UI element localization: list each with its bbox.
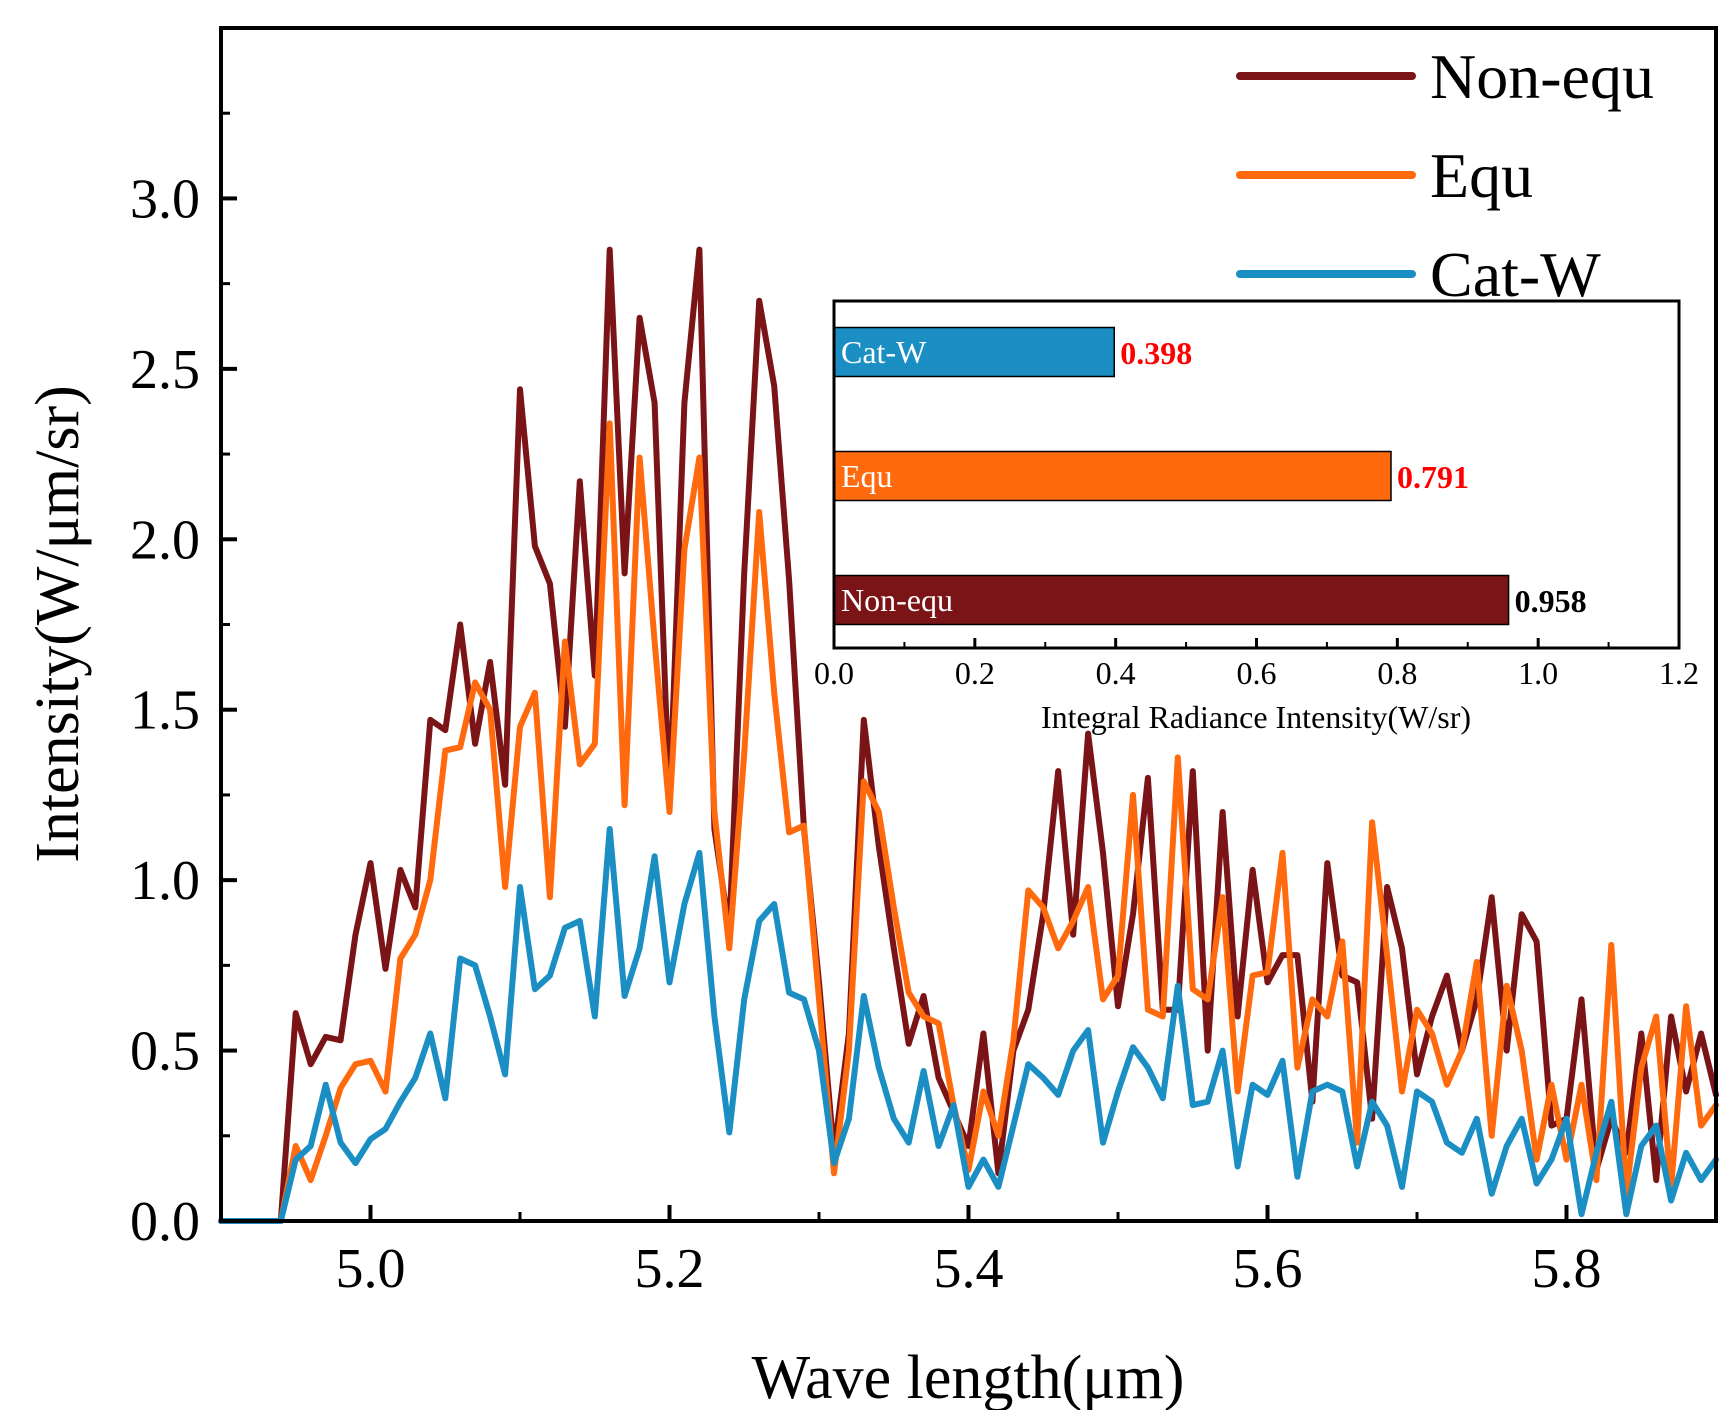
main-x-tick-label: 5.8 xyxy=(1532,1238,1602,1300)
inset-bar-category-non-equ: Non-equ xyxy=(841,582,953,618)
inset-bar-value-equ: 0.791 xyxy=(1397,459,1469,495)
inset-bar-category-cat-w: Cat-W xyxy=(841,334,927,370)
main-y-axis-label: Intensity(W/μm/sr) xyxy=(24,385,92,862)
inset-x-tick-label: 0.6 xyxy=(1237,655,1277,691)
main-y-tick-label: 2.5 xyxy=(130,339,200,401)
main-x-axis-label: Wave length(μm) xyxy=(752,1344,1185,1410)
main-x-tick-label: 5.0 xyxy=(336,1238,406,1300)
inset-bar-equ xyxy=(833,450,1392,502)
main-y-tick-label: 0.0 xyxy=(130,1191,200,1253)
series-line-equ xyxy=(218,420,1719,1224)
inset-bar-category-equ: Equ xyxy=(841,458,893,494)
legend-label-cat-w: Cat-W xyxy=(1430,239,1601,310)
main-x-tick-label: 5.4 xyxy=(934,1238,1004,1300)
main-series-lines xyxy=(218,246,1719,1224)
main-x-tick-label: 5.6 xyxy=(1233,1238,1303,1300)
main-y-tick-label: 1.0 xyxy=(130,850,200,912)
series-line-cat-w xyxy=(218,826,1719,1224)
inset-x-axis-label: Integral Radiance Intensity(W/sr) xyxy=(1041,699,1471,735)
inset-axis-ticks: 0.0 0.2 0.4 0.6 0.8 1.0 1.2 xyxy=(814,638,1699,691)
main-axis-ticks: 5.0 5.2 5.4 5.6 5.8 0.0 0.5 1.0 1.5 2.0 2.5 3.0 xyxy=(130,111,1718,1300)
inset-x-tick-label: 1.2 xyxy=(1659,655,1699,691)
legend-label-non-equ: Non-equ xyxy=(1430,41,1654,112)
legend-label-equ: Equ xyxy=(1430,140,1533,211)
inset-x-tick-label: 0.0 xyxy=(814,655,854,691)
inset-bar-value-non-equ: 0.958 xyxy=(1515,583,1587,619)
inset-x-tick-label: 0.2 xyxy=(955,655,995,691)
inset-x-tick-label: 0.4 xyxy=(1096,655,1136,691)
inset-x-tick-label: 1.0 xyxy=(1518,655,1558,691)
main-y-tick-label: 3.0 xyxy=(130,168,200,230)
legend: Non-equ Equ Cat-W xyxy=(1236,41,1654,310)
inset-bar-value-cat-w: 0.398 xyxy=(1120,335,1192,371)
main-y-tick-label: 2.0 xyxy=(130,509,200,571)
inset-bar-chart: Cat-W 0.398 Equ 0.791 Non-equ 0.958 0.0 0.2 0.4… xyxy=(812,299,1699,735)
main-plot-frame xyxy=(219,26,1718,1223)
inset-x-tick-label: 0.8 xyxy=(1377,655,1417,691)
main-y-tick-label: 0.5 xyxy=(130,1021,200,1083)
main-y-tick-label: 1.5 xyxy=(130,680,200,742)
inset-bars: Cat-W 0.398 Equ 0.791 Non-equ 0.958 xyxy=(833,326,1587,626)
inset-bar-cat-w xyxy=(833,326,1116,378)
inset-plot-frame xyxy=(832,299,1681,650)
main-x-tick-label: 5.2 xyxy=(635,1238,705,1300)
